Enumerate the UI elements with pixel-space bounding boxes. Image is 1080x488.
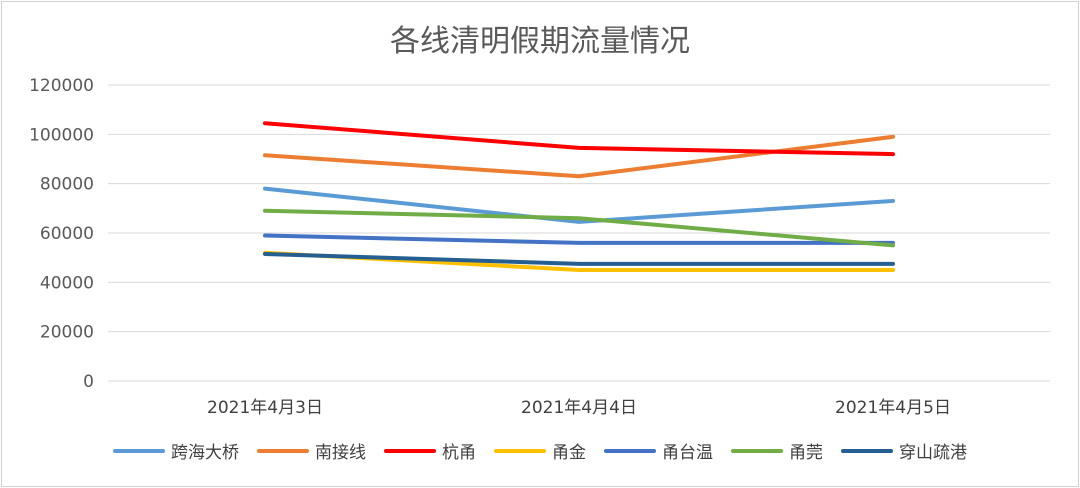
y-tick-label: 40000 (40, 273, 94, 293)
legend-label: 南接线 (315, 443, 366, 463)
legend-swatch (841, 448, 893, 453)
legend-swatch (113, 448, 165, 453)
y-tick-label: 80000 (40, 175, 94, 195)
legend-label: 杭甬 (442, 443, 476, 463)
chart-title: 各线清明假期流量情况 (390, 24, 690, 59)
series-line-3 (263, 121, 895, 157)
y-tick-label: 120000 (29, 76, 94, 96)
legend-item: 甬莞 (731, 438, 823, 463)
legend-swatch (494, 448, 546, 453)
legend-item: 甬台温 (604, 438, 713, 463)
y-tick-label: 0 (83, 372, 94, 392)
x-axis: 2021年4月3日 2021年4月4日 2021年4月5日 (207, 398, 951, 418)
legend-swatch (604, 448, 656, 453)
series-line-7 (263, 251, 895, 266)
legend-label: 甬莞 (789, 443, 823, 463)
legend-label: 跨海大桥 (171, 443, 239, 463)
series-line-6 (263, 208, 895, 248)
series-lines (263, 121, 895, 272)
legend-swatch (731, 448, 783, 453)
y-tick-label: 20000 (40, 323, 94, 343)
legend-label: 甬金 (552, 443, 586, 463)
legend-label: 甬台温 (662, 443, 713, 463)
legend-item: 杭甬 (384, 438, 476, 463)
legend-label: 穿山疏港 (899, 443, 967, 463)
chart-legend: 跨海大桥 南接线 杭甬 甬金 甬台温 甬莞 穿山疏港 (0, 438, 1080, 463)
x-tick-label: 2021年4月3日 (207, 398, 323, 418)
legend-swatch (384, 448, 436, 453)
legend-item: 甬金 (494, 438, 586, 463)
series-line-2 (263, 134, 895, 179)
x-tick-label: 2021年4月5日 (835, 398, 951, 418)
legend-swatch (257, 448, 309, 453)
series-line-5 (263, 233, 895, 245)
series-line-1 (263, 186, 895, 224)
legend-item: 南接线 (257, 438, 366, 463)
y-tick-label: 60000 (40, 224, 94, 244)
y-tick-label: 100000 (29, 125, 94, 145)
legend-item: 穿山疏港 (841, 438, 967, 463)
y-axis: 0 20000 40000 60000 80000 100000 120000 (29, 76, 94, 392)
x-tick-label: 2021年4月4日 (521, 398, 637, 418)
grid-lines (108, 84, 1050, 382)
legend-item: 跨海大桥 (113, 438, 239, 463)
